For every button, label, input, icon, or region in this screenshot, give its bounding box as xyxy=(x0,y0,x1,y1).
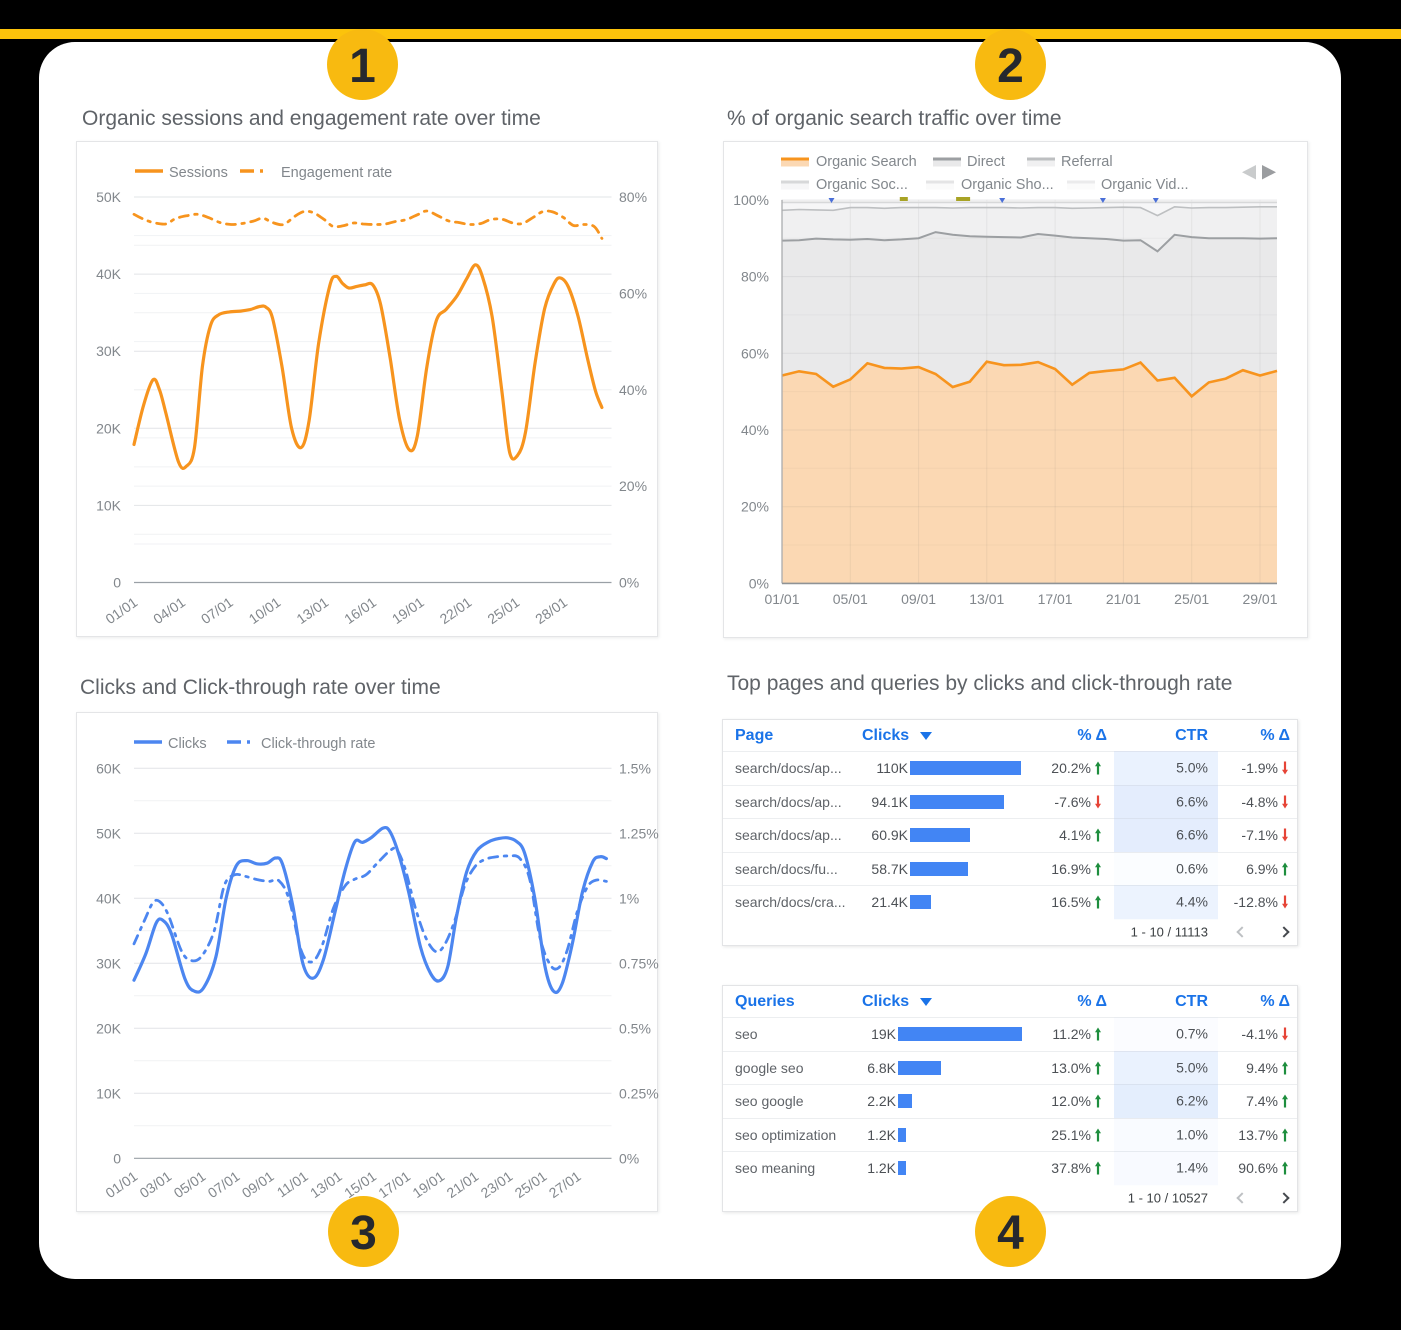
svg-text:40K: 40K xyxy=(96,890,122,906)
svg-text:09/01: 09/01 xyxy=(239,1168,277,1201)
svg-text:07/01: 07/01 xyxy=(205,1168,243,1201)
svg-text:0%: 0% xyxy=(619,1150,639,1166)
svg-text:Referral: Referral xyxy=(1061,154,1113,170)
svg-text:21/01: 21/01 xyxy=(1106,591,1141,607)
svg-text:05/01: 05/01 xyxy=(171,1168,209,1201)
svg-text:30K: 30K xyxy=(96,955,122,971)
svg-text:40%: 40% xyxy=(619,382,647,398)
svg-text:0: 0 xyxy=(113,1150,121,1166)
svg-text:60%: 60% xyxy=(619,285,647,301)
svg-text:25/01: 25/01 xyxy=(512,1168,550,1201)
svg-text:40K: 40K xyxy=(96,266,122,282)
svg-text:23/01: 23/01 xyxy=(478,1168,516,1201)
svg-text:100%: 100% xyxy=(733,192,769,208)
svg-text:01/01: 01/01 xyxy=(764,591,799,607)
svg-text:27/01: 27/01 xyxy=(546,1168,584,1201)
svg-text:Click-through rate: Click-through rate xyxy=(261,736,375,752)
svg-text:Organic Soc...: Organic Soc... xyxy=(816,177,908,193)
svg-text:1.5%: 1.5% xyxy=(619,760,651,776)
svg-text:21/01: 21/01 xyxy=(444,1168,482,1201)
svg-text:13/01: 13/01 xyxy=(969,591,1004,607)
svg-text:17/01: 17/01 xyxy=(1038,591,1073,607)
svg-text:Organic Sho...: Organic Sho... xyxy=(961,177,1054,193)
svg-text:20%: 20% xyxy=(619,478,647,494)
svg-text:80%: 80% xyxy=(619,189,647,205)
svg-text:05/01: 05/01 xyxy=(833,591,868,607)
svg-text:30K: 30K xyxy=(96,343,122,359)
svg-text:25/01: 25/01 xyxy=(1174,591,1209,607)
svg-text:20K: 20K xyxy=(96,420,122,436)
svg-text:09/01: 09/01 xyxy=(901,591,936,607)
svg-text:0.75%: 0.75% xyxy=(619,955,659,971)
svg-text:10K: 10K xyxy=(96,1085,122,1101)
svg-text:0%: 0% xyxy=(749,575,769,591)
svg-text:01/01: 01/01 xyxy=(102,1168,140,1201)
svg-text:0.5%: 0.5% xyxy=(619,1020,651,1036)
svg-text:Sessions: Sessions xyxy=(169,165,228,181)
svg-text:Clicks: Clicks xyxy=(168,736,207,752)
svg-text:40%: 40% xyxy=(741,422,769,438)
svg-text:1.25%: 1.25% xyxy=(619,825,659,841)
svg-text:17/01: 17/01 xyxy=(375,1168,413,1201)
svg-text:Organic Search: Organic Search xyxy=(816,154,917,170)
svg-text:20%: 20% xyxy=(741,499,769,515)
svg-text:0: 0 xyxy=(113,575,121,591)
svg-text:60%: 60% xyxy=(741,345,769,361)
svg-text:1%: 1% xyxy=(619,890,639,906)
svg-text:Organic Vid...: Organic Vid... xyxy=(1101,177,1189,193)
svg-text:13/01: 13/01 xyxy=(307,1168,345,1201)
svg-text:80%: 80% xyxy=(741,269,769,285)
svg-text:60K: 60K xyxy=(96,760,122,776)
svg-text:11/01: 11/01 xyxy=(274,1168,311,1201)
svg-text:0%: 0% xyxy=(619,575,639,591)
svg-text:19/01: 19/01 xyxy=(409,1168,447,1201)
svg-text:Engagement rate: Engagement rate xyxy=(281,165,392,181)
svg-text:20K: 20K xyxy=(96,1020,122,1036)
svg-text:03/01: 03/01 xyxy=(137,1168,175,1201)
svg-text:50K: 50K xyxy=(96,825,122,841)
svg-text:Direct: Direct xyxy=(967,154,1005,170)
svg-text:50K: 50K xyxy=(96,189,122,205)
svg-text:29/01: 29/01 xyxy=(1242,591,1277,607)
svg-text:0.25%: 0.25% xyxy=(619,1085,659,1101)
svg-text:10K: 10K xyxy=(96,497,122,513)
